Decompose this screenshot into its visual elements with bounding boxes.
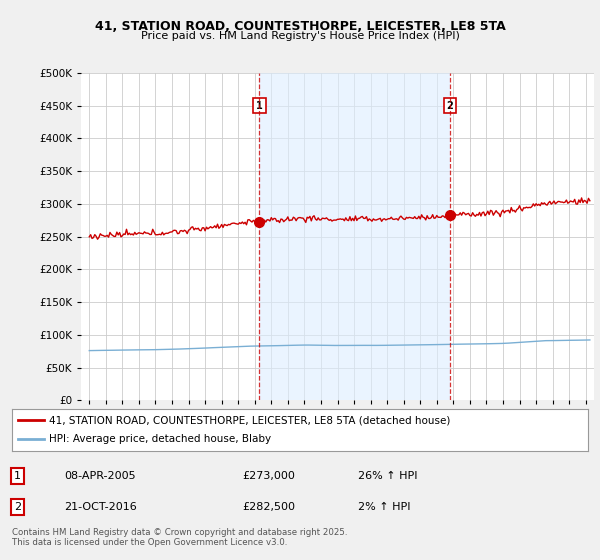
Text: 21-OCT-2016: 21-OCT-2016: [64, 502, 137, 512]
Text: HPI: Average price, detached house, Blaby: HPI: Average price, detached house, Blab…: [49, 435, 272, 445]
Text: 08-APR-2005: 08-APR-2005: [64, 471, 136, 481]
Text: 2: 2: [14, 502, 22, 512]
Text: 1: 1: [14, 471, 21, 481]
Text: Contains HM Land Registry data © Crown copyright and database right 2025.
This d: Contains HM Land Registry data © Crown c…: [12, 528, 347, 547]
Text: 26% ↑ HPI: 26% ↑ HPI: [358, 471, 417, 481]
Text: 2: 2: [446, 101, 454, 110]
Text: £282,500: £282,500: [242, 502, 295, 512]
Text: 41, STATION ROAD, COUNTESTHORPE, LEICESTER, LE8 5TA (detached house): 41, STATION ROAD, COUNTESTHORPE, LEICEST…: [49, 415, 451, 425]
Bar: [259, 73, 450, 400]
Text: 1: 1: [256, 101, 263, 110]
Text: 2% ↑ HPI: 2% ↑ HPI: [358, 502, 410, 512]
Text: £273,000: £273,000: [242, 471, 295, 481]
Text: Price paid vs. HM Land Registry's House Price Index (HPI): Price paid vs. HM Land Registry's House …: [140, 31, 460, 41]
Text: 41, STATION ROAD, COUNTESTHORPE, LEICESTER, LE8 5TA: 41, STATION ROAD, COUNTESTHORPE, LEICEST…: [95, 20, 505, 32]
